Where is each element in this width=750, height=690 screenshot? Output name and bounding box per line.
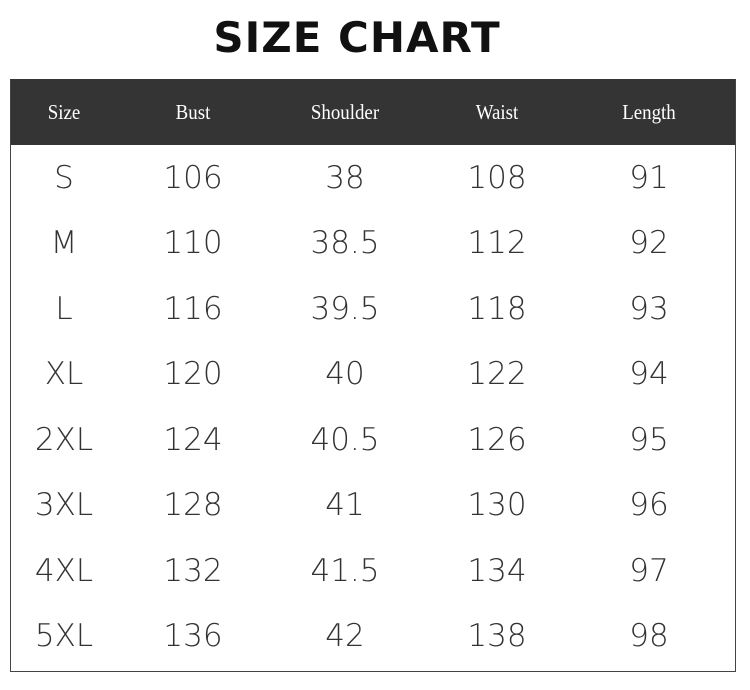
cell-bust: 110	[163, 225, 223, 262]
cell-waist: 134	[467, 552, 527, 589]
cell-waist: 122	[467, 356, 527, 393]
cell-bust: 106	[163, 159, 223, 196]
table-row: M 110 38.5 112 92	[11, 211, 735, 277]
table-row: 4XL 132 41.5 134 97	[11, 538, 735, 604]
table-row: L 116 39.5 118 93	[11, 276, 735, 342]
table-row: 3XL 128 41 130 96	[11, 473, 735, 539]
cell-shoulder: 42	[325, 618, 365, 655]
column-header-size: Size	[47, 99, 81, 124]
cell-waist: 130	[467, 487, 527, 524]
cell-size: 4XL	[34, 552, 94, 589]
cell-bust: 120	[163, 356, 223, 393]
cell-length: 91	[629, 159, 669, 196]
cell-size: L	[55, 290, 73, 327]
cell-shoulder: 41.5	[310, 552, 380, 589]
cell-bust: 128	[163, 487, 223, 524]
cell-shoulder: 38.5	[310, 225, 380, 262]
cell-length: 97	[629, 552, 669, 589]
cell-length: 93	[629, 290, 669, 327]
cell-size: XL	[44, 356, 84, 393]
cell-size: S	[54, 159, 74, 196]
cell-waist: 118	[467, 290, 527, 327]
cell-length: 94	[629, 356, 669, 393]
cell-length: 92	[629, 225, 669, 262]
cell-length: 95	[629, 421, 669, 458]
cell-waist: 138	[467, 618, 527, 655]
cell-shoulder: 40	[325, 356, 365, 393]
cell-length: 98	[629, 618, 669, 655]
column-header-bust: Bust	[175, 99, 211, 124]
cell-bust: 124	[163, 421, 223, 458]
page-title: SIZE CHART	[213, 13, 501, 62]
table-header: Size Bust Shoulder Waist Length	[11, 79, 735, 145]
column-header-length: Length	[622, 99, 676, 124]
cell-waist: 112	[467, 225, 527, 262]
column-header-waist: Waist	[475, 99, 519, 124]
cell-shoulder: 41	[325, 487, 365, 524]
cell-shoulder: 39.5	[310, 290, 380, 327]
size-table: Size Bust Shoulder Waist Length S 106 38 108 91 M…	[10, 79, 736, 672]
table-row: 2XL 124 40.5 126 95	[11, 407, 735, 473]
cell-size: 3XL	[34, 487, 94, 524]
table-row: S 106 38 108 91	[11, 145, 735, 211]
cell-size: M	[50, 225, 78, 262]
cell-length: 96	[629, 487, 669, 524]
table-body: S 106 38 108 91 M 110 38.5 112 92 L 116 39.5 118 93 XL 1…	[11, 145, 735, 669]
cell-size: 2XL	[34, 421, 94, 458]
table-row: 5XL 136 42 138 98	[11, 604, 735, 670]
table-row: XL 120 40 122 94	[11, 342, 735, 408]
cell-bust: 132	[163, 552, 223, 589]
cell-waist: 126	[467, 421, 527, 458]
cell-shoulder: 40.5	[310, 421, 380, 458]
column-header-shoulder: Shoulder	[310, 99, 380, 124]
cell-size: 5XL	[34, 618, 94, 655]
cell-waist: 108	[467, 159, 527, 196]
cell-bust: 116	[163, 290, 223, 327]
cell-shoulder: 38	[325, 159, 365, 196]
cell-bust: 136	[163, 618, 223, 655]
